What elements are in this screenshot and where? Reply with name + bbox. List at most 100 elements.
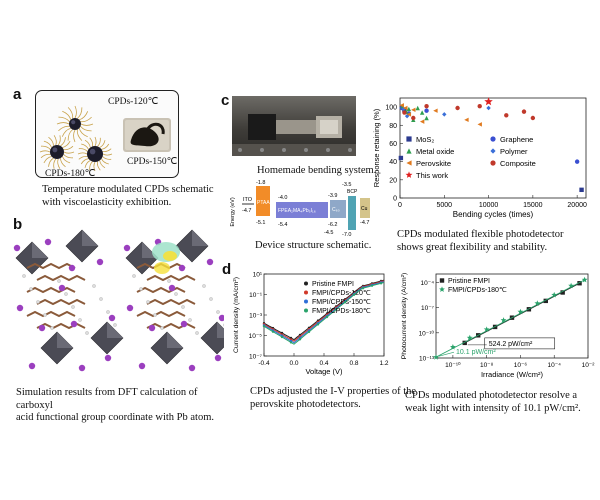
- bending-point-4-7: [477, 122, 482, 127]
- bending-xtick-4: 20000: [567, 202, 587, 209]
- bending-xtick-2: 10000: [479, 202, 499, 209]
- photo-xtick-0: 10⁻¹⁰: [445, 361, 461, 369]
- iv-ytick-2: 10⁻³: [249, 313, 263, 320]
- band-layer-c60: C₆₀: [332, 207, 340, 213]
- caption-d: CPDs adjusted the I-V properties of the …: [250, 386, 417, 410]
- photo-legend-marker-1: [439, 286, 445, 292]
- photo-ytick-1: 10⁻⁷: [421, 305, 435, 312]
- bending-ytick-4: 80: [389, 123, 397, 130]
- bending-ytick-5: 100: [385, 105, 397, 112]
- iv-legend-label-3: FMPI/CPDs-180℃: [312, 308, 371, 315]
- bending-ytick-1: 20: [389, 177, 397, 184]
- caption-e: CPDs modulated flexible photodetector sh…: [397, 229, 564, 253]
- band-cu: [360, 198, 370, 218]
- band-axis-label: Energy (eV): [230, 197, 236, 227]
- photo-point-1-7: [551, 291, 558, 298]
- caption-b: Simulation results from DFT calculation …: [16, 387, 214, 423]
- iv-legend-label-0: Pristine FMPI: [312, 281, 354, 288]
- bending-xtick-0: 0: [398, 202, 402, 209]
- iv-curve-1: [263, 280, 385, 342]
- photo-xlabel: Irradiance (W/cm²): [481, 370, 544, 379]
- photo-legend-marker-0: [439, 278, 445, 283]
- photo-point-0-7: [577, 281, 582, 286]
- iv-chart: 10¹ 10⁻¹ 10⁻³ 10⁻⁵ 10⁻⁷-0.4 0.0 0.4 0.8 1.2 Volta…: [233, 272, 389, 377]
- viscoelastic-sample: [123, 118, 171, 152]
- photocurrent-chart: 10⁻⁴ 10⁻⁷ 10⁻¹⁰ 10⁻¹³ 10⁻¹⁰ 10⁻⁸ 10⁻⁶ 10⁻⁴ 10⁻² I…: [401, 273, 596, 379]
- dft-structure-left: [13, 229, 124, 372]
- bending-system-photo: [232, 96, 356, 156]
- bending-point-5-3: [455, 105, 460, 111]
- cpds-dot-180: [77, 136, 113, 172]
- band-val-ito: -4.7: [242, 208, 251, 214]
- bending-legend-label-5: Composite: [500, 159, 536, 168]
- photo-xtick-3: 10⁻⁴: [547, 362, 561, 369]
- photo-point-1-3: [483, 326, 490, 332]
- photo-point-0-0: [462, 340, 467, 346]
- bending-point-5-0: [402, 110, 407, 115]
- caption-c-photo: Homemade bending system.: [257, 165, 377, 176]
- band-perovskite: [276, 202, 328, 218]
- photo-ytick-3: 10⁻¹³: [419, 356, 435, 363]
- photo-ytick-2: 10⁻¹⁰: [419, 329, 435, 337]
- photo-legend-label-1: FMPI/CPDs-180℃: [448, 287, 507, 294]
- photo-point-0-6: [560, 290, 565, 295]
- panel-c-label: c: [221, 92, 230, 109]
- iv-legend-label-1: FMPI/CPDs-120℃: [312, 290, 371, 297]
- photo-point-1-2: [466, 334, 473, 341]
- bending-point-1-2: [424, 108, 429, 113]
- band-c60: [330, 200, 346, 218]
- caption-c-band: Device structure schematic.: [255, 240, 372, 251]
- iv-legend-label-2: FMPI/CPDs-150℃: [312, 299, 371, 306]
- bending-point-4-6: [464, 117, 469, 123]
- band-val-c60-lumo: -4.5: [324, 230, 333, 236]
- band-layer-bcp: BCP: [347, 189, 358, 195]
- bending-xtick-1: 5000: [436, 202, 452, 209]
- band-val-cu: -4.7: [360, 220, 369, 226]
- photo-point-1-9: [581, 276, 588, 283]
- iv-ytick-4: 10⁻⁷: [249, 354, 263, 361]
- bending-point-5-4: [477, 103, 482, 109]
- bending-legend-marker-3: [490, 148, 496, 154]
- iv-xtick-1: 0.0: [289, 360, 298, 367]
- photo-point-1-6: [534, 300, 541, 306]
- dft-structure-images: [13, 229, 224, 372]
- bending-legend-label-4: Perovskite: [416, 159, 451, 168]
- iv-xtick-0: -0.4: [258, 360, 270, 367]
- bending-point-0-0: [398, 155, 404, 161]
- iv-xlabel: Voltage (V): [305, 367, 343, 376]
- bending-point-3-3: [486, 105, 491, 111]
- photo-xtick-1: 10⁻⁸: [480, 362, 494, 369]
- iv-xtick-2: 0.4: [319, 360, 328, 367]
- photo-ytick-0: 10⁻⁴: [421, 280, 435, 287]
- photo-xtick-4: 10⁻²: [582, 362, 596, 369]
- bending-point-2-2: [406, 106, 412, 112]
- bending-point-4-1: [403, 105, 408, 111]
- band-layer-cu: Cu: [361, 206, 368, 212]
- bending-point-0-2: [579, 187, 584, 193]
- photo-point-1-1: [450, 344, 456, 350]
- iv-legend-marker-2: [304, 299, 308, 304]
- photo-point-0-5: [543, 298, 548, 304]
- bending-legend-marker-6: [405, 171, 413, 178]
- band-val-c60-top: -3.9: [328, 193, 337, 199]
- photo-fit-1: [435, 279, 585, 358]
- band-val-pvk-top: -4.0: [278, 195, 287, 201]
- bending-point-4-3: [411, 107, 416, 113]
- iv-legend-marker-0: [304, 281, 308, 286]
- photo-fit-0: [464, 282, 580, 344]
- photo-annot-box-0: [484, 337, 556, 350]
- bending-point-5-5: [504, 113, 509, 118]
- bending-xlabel: Bending cycles (times): [453, 210, 534, 219]
- iv-curve-3: [263, 282, 385, 345]
- bending-point-4-5: [433, 108, 438, 113]
- band-diagram: Energy (eV) ITO -4.7 PTAA -1.8 -5.1 FPEA…: [230, 180, 370, 238]
- panel-a-label: a: [13, 86, 22, 103]
- bending-point-3-2: [442, 112, 447, 117]
- bending-ytick-0: 0: [393, 196, 397, 203]
- bending-point-2-6: [424, 115, 429, 121]
- cpds-dots-illustration: CPDs-120℃ CPDs-150℃ CPDs-180℃: [39, 97, 178, 179]
- panel-b-label: b: [13, 216, 23, 233]
- band-layer-ito: ITO: [243, 197, 253, 203]
- bending-ytick-2: 40: [389, 159, 397, 166]
- photo-xtick-2: 10⁻⁶: [514, 362, 528, 369]
